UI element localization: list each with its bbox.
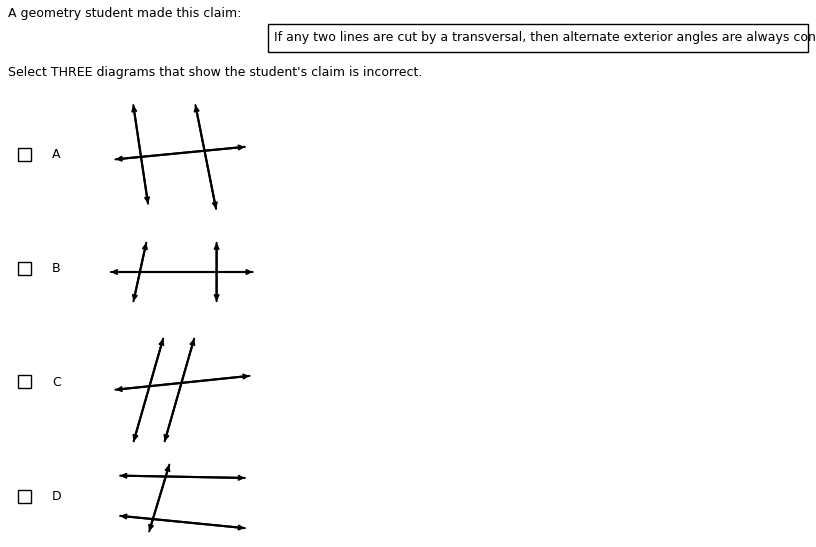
Text: A geometry student made this claim:: A geometry student made this claim:	[8, 7, 242, 20]
FancyBboxPatch shape	[268, 24, 808, 52]
Text: D: D	[52, 491, 62, 503]
FancyBboxPatch shape	[18, 148, 31, 161]
Text: B: B	[52, 263, 60, 276]
Text: If any two lines are cut by a transversal, then alternate exterior angles are al: If any two lines are cut by a transversa…	[274, 32, 816, 44]
Text: C: C	[52, 375, 60, 388]
Text: A: A	[52, 148, 60, 161]
FancyBboxPatch shape	[18, 490, 31, 503]
FancyBboxPatch shape	[18, 262, 31, 275]
Text: Select THREE diagrams that show the student's claim is incorrect.: Select THREE diagrams that show the stud…	[8, 66, 423, 79]
FancyBboxPatch shape	[18, 375, 31, 388]
